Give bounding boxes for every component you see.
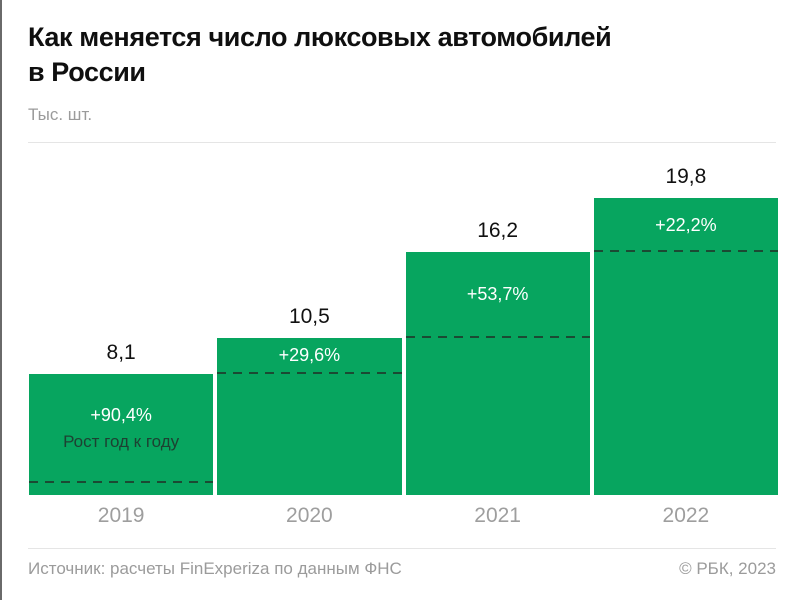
bar-chart: 8,1 +90,4% Рост год к году 10,5 +29,6% 1…	[29, 160, 778, 495]
growth-label-2019: +90,4%	[90, 404, 152, 425]
prev-year-dash-2020	[217, 371, 402, 374]
x-tick-2022: 2022	[662, 504, 710, 527]
growth-zone-2019: +90,4% Рост год к году	[29, 374, 213, 484]
growth-label-2020: +29,6%	[278, 345, 341, 365]
bar-group-2020: 10,5 +29,6%	[217, 304, 402, 495]
growth-label-2021: +53,7%	[466, 284, 529, 305]
units-label: Тыс. шт.	[28, 105, 93, 124]
bar-2020: +29,6%	[217, 337, 402, 495]
x-tick-2021: 2021	[474, 504, 521, 527]
header-divider	[28, 142, 776, 143]
copyright: © РБК, 2023	[679, 559, 776, 578]
growth-zone-2020: +29,6%	[217, 338, 401, 374]
x-tick-2020: 2020	[286, 504, 333, 527]
value-label-2021: 16,2	[477, 219, 519, 242]
prev-year-dash-2019	[29, 481, 214, 483]
bar-2022: +22,2%	[593, 198, 778, 495]
prev-year-dash-2022	[593, 250, 778, 252]
bar-group-2021: 16,2 +53,7%	[405, 219, 590, 495]
growth-zone-2021: +53,7%	[406, 252, 590, 338]
bar-group-2019: 8,1 +90,4% Рост год к году	[29, 340, 214, 495]
bar-2019: +90,4% Рост год к году	[29, 373, 214, 495]
value-label-2022: 19,8	[665, 165, 707, 188]
source-credit: Источник: расчеты FinExperiza по данным …	[28, 559, 402, 578]
x-axis: 2019 2020 2021 2022	[29, 495, 778, 537]
bar-group-2022: 19,8 +22,2%	[593, 165, 778, 495]
growth-note: Рост год к году	[63, 431, 180, 451]
x-tick-2019: 2019	[97, 504, 145, 527]
chart-title: Как меняется число люксовых автомобилей …	[28, 22, 612, 87]
footer: Источник: расчеты FinExperiza по данным …	[28, 559, 776, 579]
growth-label-2022: +22,2%	[655, 214, 717, 235]
prev-year-dash-2021	[405, 335, 590, 338]
footer-divider	[28, 548, 776, 549]
growth-zone-2022: +22,2%	[594, 198, 778, 252]
value-label-2020: 10,5	[288, 304, 330, 328]
value-label-2019: 8,1	[106, 340, 136, 364]
bar-2021: +53,7%	[405, 252, 590, 495]
